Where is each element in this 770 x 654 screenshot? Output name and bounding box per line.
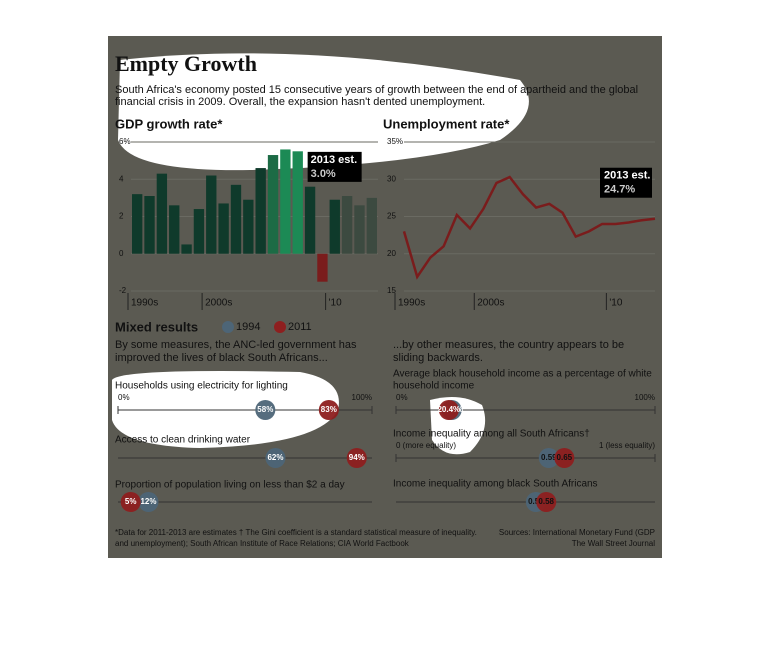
intro: By some measures, the ANC-led government… [115,339,357,351]
x-tick-label: 2000s [477,298,504,309]
value-label: 3.0% [311,168,336,180]
bar [156,173,168,254]
bar [354,205,365,254]
bar [230,184,242,254]
x-tick-label: 0% [396,393,408,402]
subtitle: South Africa's economy posted 15 consecu… [115,84,638,96]
subtitle: financial crisis in 2009. Overall, the e… [115,96,485,108]
line [402,175,656,280]
annotation-box [307,151,362,182]
footnote: *Data for 2011-2013 are estimates † The … [115,528,477,537]
bar [267,155,279,254]
bar [193,209,205,254]
x-tick-label: 1 (less equality) [599,441,655,450]
x-tick-label: '10 [609,298,622,309]
bar [181,244,192,254]
chart-title: Unemployment rate* [383,116,510,131]
bar [255,168,266,254]
x-tick-label: 2000s [205,298,232,309]
bar [206,175,217,254]
x-tick-label: 100% [635,393,655,402]
dot [554,448,575,468]
y-tick-label: 6% [119,137,131,146]
y-tick-label: 35% [387,137,403,146]
value-label: 5% [125,497,137,506]
x-tick-label: '10 [329,298,342,309]
dot [438,400,459,420]
value-label: 20.4% [437,405,460,414]
source: Sources: International Monetary Fund (GD… [499,528,655,537]
bar [144,196,155,254]
x-tick-label: 100% [352,393,372,402]
footnote: and unemployment); South African Institu… [115,539,410,548]
bar [169,205,180,254]
value-label: 24.7% [604,184,635,196]
legend-label: 2011 [288,321,312,333]
row-label: Access to clean drinking water [115,435,251,446]
x-tick-label: 1990s [131,298,158,309]
value-label: 0.65 [557,453,573,462]
bar [317,253,328,282]
bar [329,199,340,254]
legend-swatch [222,321,234,333]
section-title: Mixed results [115,319,198,334]
row-label: Average black household income as a perc… [393,369,652,380]
value-label: 58% [257,405,273,414]
value-label: 0.54 [528,497,544,506]
x-tick-label: 0 (more equality) [396,441,456,450]
dot [538,448,559,468]
annotation: 2013 est. [311,154,357,166]
value-label: 0.58 [538,497,554,506]
y-tick-label: 30 [387,174,396,183]
dot [265,448,286,468]
title: Empty Growth [115,51,257,76]
row-label: household income [393,381,475,392]
bar [280,149,291,254]
bar [366,197,377,254]
highlight [118,53,529,171]
dot [255,400,276,420]
intro: ...by other measures, the country appear… [393,339,624,351]
row-label: Proportion of population living on less … [115,480,345,491]
dot [318,400,339,420]
value-label: 12% [140,497,156,506]
dot [346,448,367,468]
intro: sliding backwards. [393,352,483,364]
legend-label: 1994 [236,321,260,333]
bar [243,199,254,254]
bar [132,194,143,254]
bar [341,196,353,254]
content: Empty Growth South Africa's economy poste… [115,51,656,548]
intro: improved the lives of black South Africa… [115,352,328,364]
y-tick-label: 20 [387,249,396,258]
legend-swatch [274,321,286,333]
dot [536,492,557,512]
value-label: 94% [349,453,365,462]
chart-title: GDP growth rate* [115,116,223,131]
x-tick-label: 0% [118,393,130,402]
dot [138,492,159,512]
value-label: 62% [267,453,283,462]
y-tick-label: 0 [119,249,124,258]
dot [120,492,141,512]
bar [218,203,229,254]
row-label: Income inequality among all South Africa… [393,429,590,440]
y-tick-label: -2 [119,286,127,295]
bar [292,151,303,254]
source: The Wall Street Journal [572,539,656,548]
value-label: 0.59 [541,453,557,462]
annotation-box [600,167,652,198]
y-tick-label: 2 [119,212,124,221]
annotation: 2013 est. [604,170,650,182]
value-label: 83% [321,405,337,414]
bar [304,186,316,254]
y-tick-label: 4 [119,174,124,183]
y-tick-label: 25 [387,212,396,221]
y-tick-label: 15 [387,286,396,295]
x-tick-label: 1990s [398,298,425,309]
row-label: Income inequality among black South Afri… [393,479,598,490]
row-label: Households using electricity for lightin… [115,381,288,392]
